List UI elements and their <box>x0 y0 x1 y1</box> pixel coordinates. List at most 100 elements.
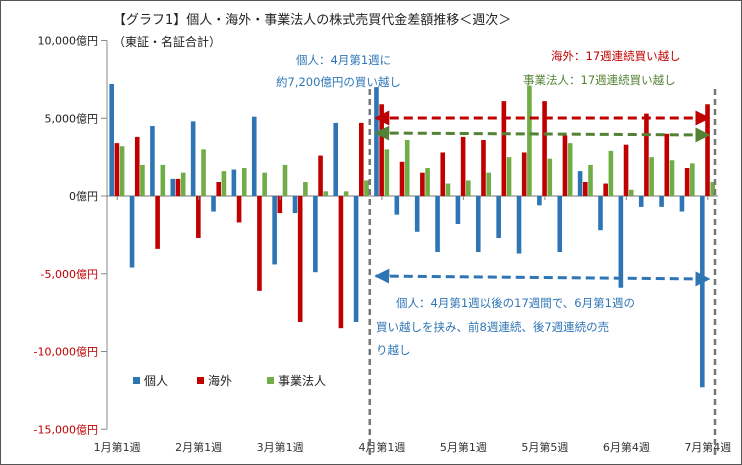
bar-個人-1 <box>129 196 135 268</box>
annotation-kojin-line1: 個人：4月第1週に <box>296 53 391 67</box>
bar-事業法人-1 <box>140 164 145 196</box>
x-tick-label: 6月第4週 <box>603 440 650 454</box>
bar-海外-28 <box>684 168 690 196</box>
bar-個人-18 <box>475 196 481 252</box>
bar-海外-9 <box>297 196 303 322</box>
bar-海外-18 <box>481 140 486 196</box>
bar-個人-13 <box>374 87 379 196</box>
bar-個人-28 <box>679 196 685 212</box>
bar-個人-11 <box>333 122 339 196</box>
annotation-kaigai: 海外：17週連続買い越し <box>551 49 681 63</box>
bar-個人-12 <box>353 196 359 322</box>
bar-個人-23 <box>577 171 583 196</box>
bar-海外-11 <box>338 196 344 329</box>
bar-海外-21 <box>542 101 547 196</box>
bar-個人-21 <box>537 196 542 206</box>
bar-海外-17 <box>460 136 466 196</box>
x-tick-label: 7月第4週 <box>684 440 731 454</box>
bar-個人-22 <box>557 196 563 252</box>
bar-事業法人-7 <box>262 172 267 196</box>
bar-海外-8 <box>277 196 283 214</box>
annotation-kojin-line2: 約7,200億円の買い越し <box>276 75 401 89</box>
bar-事業法人-4 <box>201 149 206 196</box>
x-tick-label: 1月第1週 <box>94 440 141 454</box>
legend-label: 事業法人 <box>278 374 326 388</box>
bar-海外-2 <box>155 196 160 249</box>
bar-海外-14 <box>399 161 405 196</box>
bar-海外-5 <box>216 182 222 196</box>
bar-事業法人-17 <box>466 180 471 196</box>
annotation-jigyo: 事業法人：17週連続買い越し <box>523 73 676 87</box>
legend-label: 海外 <box>208 373 232 388</box>
y-axis: 10,000億円 5,000億円 0億円 -5,000億円 -10,000億円 -15,0… <box>34 35 108 436</box>
bar-海外-10 <box>318 155 323 196</box>
bar-個人-19 <box>496 196 501 238</box>
y-tick-label: 5,000億円 <box>45 112 99 125</box>
bar-個人-25 <box>618 196 624 288</box>
bar-事業法人-26 <box>649 157 654 196</box>
bar-個人-10 <box>313 196 318 273</box>
bar-海外-24 <box>603 183 608 196</box>
bar-事業法人-19 <box>506 157 512 196</box>
bar-海外-1 <box>134 136 140 196</box>
bar-事業法人-22 <box>567 143 573 196</box>
annotation-bottom-line3: り越し <box>376 343 411 357</box>
bar-事業法人-2 <box>160 164 166 196</box>
annotation-overlays <box>368 89 717 456</box>
bar-個人-20 <box>516 196 522 254</box>
bar-海外-29 <box>705 104 710 196</box>
legend-swatch-個人 <box>133 377 140 384</box>
bar-海外-19 <box>501 101 507 196</box>
bar-個人-16 <box>435 196 440 252</box>
y-tick-label: 0億円 <box>69 190 98 203</box>
x-tick-label: 3月第1週 <box>257 440 304 454</box>
bar-個人-3 <box>170 178 176 196</box>
bar-海外-3 <box>175 178 181 196</box>
bar-事業法人-8 <box>282 164 288 196</box>
y-tick-label: -10,000億円 <box>34 346 98 359</box>
x-tick-label: 5月第5週 <box>521 440 568 454</box>
bar-事業法人-9 <box>303 182 308 196</box>
bar-事業法人-15 <box>425 168 430 196</box>
bar-海外-7 <box>257 196 262 291</box>
bar-事業法人-29 <box>710 182 716 196</box>
bar-個人-29 <box>700 196 705 388</box>
bar-個人-7 <box>251 116 257 196</box>
bar-事業法人-28 <box>690 163 695 196</box>
y-tick-label: -15,000億円 <box>34 423 98 436</box>
bar-個人-26 <box>638 196 644 207</box>
bar-個人-4 <box>190 121 196 196</box>
bar-事業法人-12 <box>364 180 369 196</box>
bar-個人-9 <box>292 196 298 214</box>
bar-個人-2 <box>150 126 155 196</box>
bar-海外-20 <box>521 152 527 196</box>
bar-海外-22 <box>562 135 568 196</box>
bar-事業法人-24 <box>608 150 614 196</box>
bar-事業法人-11 <box>343 191 349 196</box>
bar-海外-13 <box>379 104 384 196</box>
x-tick-label: 2月第1週 <box>175 440 222 454</box>
bar-個人-5 <box>211 196 216 212</box>
bar-海外-27 <box>664 133 670 196</box>
bar-個人-14 <box>394 196 400 215</box>
y-tick-label: -5,000億円 <box>41 268 98 281</box>
bar-事業法人-5 <box>221 171 227 196</box>
bar-海外-23 <box>583 182 588 196</box>
bar-個人-6 <box>231 169 237 196</box>
bar-海外-0 <box>114 143 120 196</box>
bar-海外-15 <box>420 172 425 196</box>
bar-事業法人-3 <box>180 172 186 196</box>
chart-title: 【グラフ1】個人・海外・事業法人の株式売買代金差額推移＜週次＞ <box>113 12 511 28</box>
bar-事業法人-23 <box>588 164 593 196</box>
chart-subtitle: （東証・名証合計） <box>113 34 221 49</box>
annotation-bottom-line2: 買い越しを挟み、前8週連続、後7週連続の売 <box>376 320 609 334</box>
bar-事業法人-13 <box>384 149 390 196</box>
bar-海外-4 <box>196 196 201 238</box>
annotation-bottom-line1: 個人：4月第1週以後の17週間で、6月第1週の <box>396 296 635 310</box>
bar-海外-16 <box>440 152 446 196</box>
bar-事業法人-16 <box>445 183 451 196</box>
bar-個人-8 <box>272 196 277 265</box>
bar-事業法人-14 <box>404 140 410 196</box>
bar-事業法人-27 <box>669 160 675 196</box>
